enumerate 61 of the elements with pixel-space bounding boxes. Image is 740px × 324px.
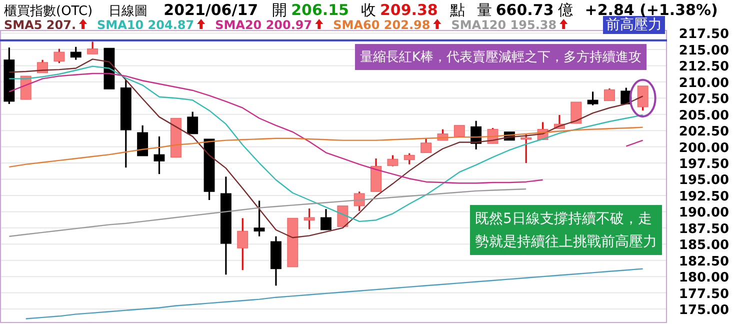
candlestick [254,200,265,238]
candlestick [37,59,48,74]
candlestick [354,190,365,212]
y-tick-label: 200.00 [678,140,730,156]
text: SMA5 207. [4,18,76,32]
text: 209.38 [380,1,438,19]
candlestick [420,138,432,154]
candlestick [187,110,198,135]
text: SMA10 204.87 [97,18,194,32]
y-tick-label: 182.50 [678,254,730,270]
y-tick-label: 177.50 [678,286,730,302]
y-tick-label: 197.50 [678,157,730,172]
y-tick-label: 217.50 [678,27,730,42]
y-tick-label: 205.00 [678,108,730,124]
candlestick [404,152,415,166]
text: 開 [272,1,288,19]
ref-line-label: 前高壓力 [606,17,662,33]
y-tick-label: 185.00 [678,238,730,254]
y-tick-label: 192.50 [678,189,730,204]
candlestick [87,40,98,55]
y-tick-label: 210.00 [678,76,730,91]
candlestick [154,136,165,175]
candlestick [454,124,465,138]
line-series [8,126,644,168]
text: 億 [558,1,573,19]
text: 2021/06/17 [164,1,258,19]
y-tick-label: 190.00 [678,206,730,221]
text: 量 [476,1,492,19]
candlestick [320,208,332,231]
candlestick [637,85,648,112]
y-tick-label: 212.50 [678,60,730,75]
y-tick-label: 202.50 [678,124,730,140]
candlestick [570,101,582,124]
text: 206.15 [291,1,349,19]
candlestick [70,46,82,61]
text: 660.73 [496,1,554,19]
chart-subtitle: 日線圖 [108,4,148,19]
candlestick [54,48,65,64]
chart-title: 櫃買指數(OTC) [4,4,93,19]
text: SMA120 195.38 [451,18,557,32]
candlestick [520,134,532,164]
line-series [25,268,644,320]
y-tick-label: 207.50 [678,92,730,108]
y-tick-label: 187.50 [678,222,730,237]
text: SMA60 202.98 [333,18,430,32]
candlestick [604,88,615,102]
y-tick-label: 195.00 [678,173,730,188]
annotation: 量縮長紅K棒，代表賣壓減輕之下，多方持續進攻 [360,49,642,65]
y-tick-label: 215.00 [678,43,730,58]
text: SMA20 200.97 [215,18,312,32]
text: 點 [448,1,465,19]
annotation: 既然5日線支撐持續不破，走勢就是持續往上挑戰前高壓力 [475,211,657,250]
candlestick [237,217,248,271]
candlestick [137,124,148,157]
y-tick-label: 175.00 [678,303,730,318]
candlestick [337,205,348,228]
text: 收 [360,1,376,19]
candlestick [587,90,598,106]
candlestick [387,154,398,168]
y-tick-label: 180.00 [678,270,730,286]
candlestick [304,208,315,230]
